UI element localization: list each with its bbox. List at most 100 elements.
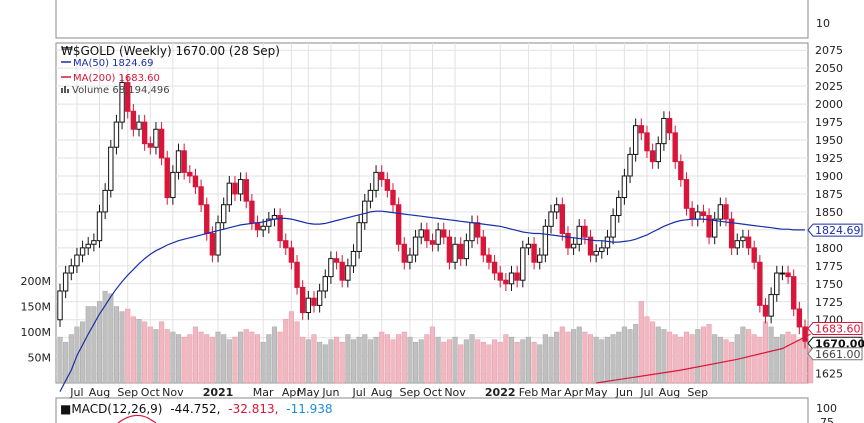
candle-up (717, 204, 724, 220)
volume-bar (700, 326, 706, 384)
price-tag-ma50 (807, 223, 863, 237)
volume-bar (142, 321, 148, 384)
candle-up (711, 218, 718, 238)
candle-down (209, 232, 216, 256)
candle-up (226, 182, 233, 206)
x-axis-label: Aug (89, 386, 110, 399)
volume-bar (277, 331, 283, 384)
volume-bar (486, 344, 492, 384)
candle-up (91, 240, 97, 245)
macd-tick-75: 75 (820, 416, 834, 423)
volume-bar (181, 336, 187, 384)
price-tick-label: 1750 (815, 278, 843, 291)
volume-bar (638, 301, 644, 384)
volume-bar (288, 311, 294, 384)
candle-down (785, 272, 791, 278)
candle-down (384, 179, 391, 191)
candle-up (553, 204, 560, 213)
candle-down (395, 204, 402, 245)
volume-bar (582, 331, 588, 384)
volume-bar (480, 341, 486, 384)
volume-bar (305, 339, 311, 384)
volume-bar (441, 341, 447, 384)
candle-up (412, 236, 419, 256)
candle-down (706, 215, 712, 238)
volume-bar (362, 334, 368, 384)
volume-bar (294, 321, 300, 384)
price-tick-label: 1625 (815, 368, 843, 381)
candle-down (762, 304, 769, 317)
candle-down (446, 236, 453, 263)
candle-down (514, 272, 520, 281)
legend-ma200: MA(200) 1683.60 (73, 73, 160, 84)
candle-down (728, 218, 735, 249)
volume-bar (68, 334, 74, 384)
volume-bar (808, 348, 814, 384)
candle-up (621, 175, 628, 199)
volume-bar (209, 336, 215, 384)
candle-down (141, 121, 148, 145)
x-axis-label: Sep (400, 386, 421, 399)
candle-up (627, 153, 633, 177)
candle-down (254, 222, 261, 231)
volume-bar (260, 341, 266, 384)
candle-up (593, 250, 599, 256)
candle-up (102, 189, 108, 213)
candle-down (678, 161, 684, 181)
volume-bar (429, 326, 436, 384)
x-axis-label: Jul (351, 386, 365, 399)
volume-bar (554, 331, 560, 384)
candle-up (345, 265, 351, 281)
candle-up (96, 211, 103, 242)
price-tag-label-ma50: 1824.69 (815, 224, 861, 237)
candle-down (565, 232, 571, 249)
candle-down (745, 236, 752, 249)
volume-bar (508, 336, 515, 384)
candle-down (723, 204, 729, 220)
candle-down (791, 276, 797, 310)
candle-down (333, 258, 340, 263)
candle-up (435, 229, 441, 245)
volume-bar (712, 334, 718, 384)
macd-legend-head: ■MACD(12,26,9) (60, 402, 162, 416)
candle-down (181, 150, 187, 173)
candle-down (796, 308, 803, 328)
macd-legend: ■MACD(12,26,9) -44.752, -32.813, -11.938 (60, 402, 333, 416)
volume-bar (221, 334, 227, 384)
candle-down (531, 243, 537, 263)
candle-down (480, 236, 486, 256)
candle-down (125, 82, 131, 112)
x-axis-label: May (585, 386, 608, 399)
candle-down (147, 143, 154, 148)
candle-down (757, 261, 763, 306)
volume-bar (80, 321, 86, 384)
volume-bar (520, 339, 526, 384)
volume-bar (633, 324, 639, 384)
volume-bar (311, 334, 317, 384)
volume-bar (672, 334, 678, 384)
top-indicator-panel: 10 (55, 0, 830, 39)
volume-bar (396, 334, 402, 384)
macd-line-fragment (117, 414, 157, 423)
volume-bar (446, 339, 452, 384)
candle-up (175, 150, 182, 173)
volume-icon (61, 86, 69, 93)
macd-tick-100: 100 (816, 402, 837, 415)
volume-bar (159, 321, 165, 384)
volume-bar (565, 331, 571, 384)
x-axis-label: May (297, 386, 320, 399)
candle-down (683, 179, 690, 209)
x-axis-label: Aug (659, 386, 680, 399)
candle-up (418, 229, 424, 238)
volume-bar (621, 326, 627, 384)
candle-up (655, 143, 661, 163)
candle-up (260, 225, 266, 231)
x-axis-label: Apr (282, 386, 302, 399)
volume-bar (384, 334, 390, 384)
macd-panel: ■MACD(12,26,9) -44.752, -32.813, -11.938… (55, 397, 837, 423)
ma200-line (596, 333, 811, 384)
price-panel: 1625165017001725175017751800185018751900… (21, 42, 864, 399)
volume-bar (779, 334, 785, 384)
volume-bar (300, 336, 306, 384)
